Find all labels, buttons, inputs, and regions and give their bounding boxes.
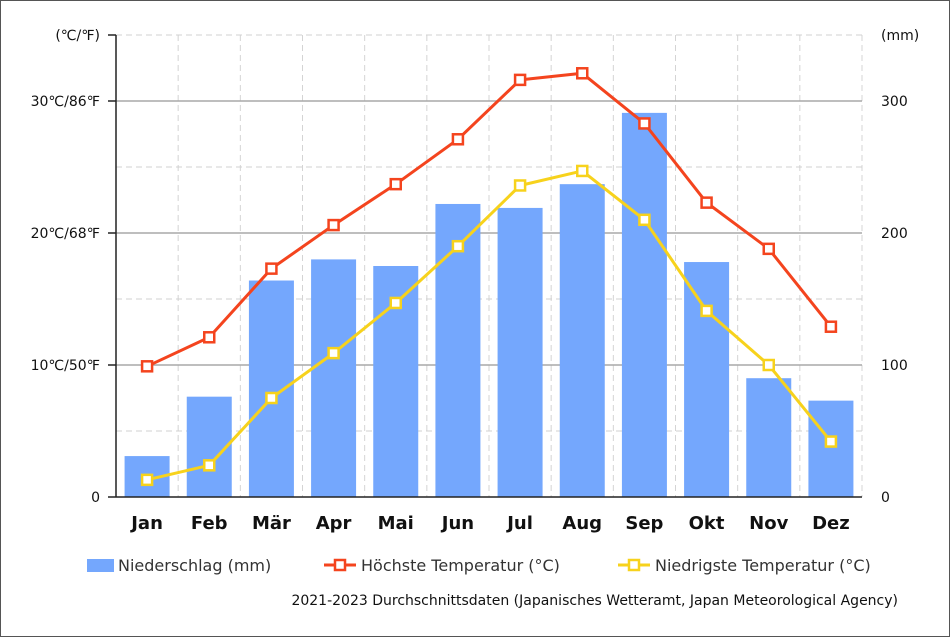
right-axis-unit-label: (mm)	[881, 28, 919, 44]
right-axis-tick-label: 300	[881, 94, 908, 110]
legend-marker-max-temp	[333, 558, 347, 572]
month-label-7: Jul	[505, 513, 533, 534]
precipitation-bar-11	[746, 378, 792, 497]
month-label-5: Mai	[378, 513, 414, 534]
min-temp-point-4	[327, 346, 340, 360]
right-axis-tick-label: 200	[881, 226, 908, 242]
left-axis-tick-label: 30℃/86℉	[31, 94, 100, 110]
month-label-2: Feb	[191, 513, 228, 534]
max-temp-point-5	[389, 177, 402, 191]
precipitation-bar-12	[808, 400, 854, 497]
legend-label-max-temp: Höchste Temperatur (°C)	[361, 556, 560, 575]
precipitation-bar-6	[435, 203, 481, 497]
left-axis-unit-label: (℃/℉)	[55, 28, 100, 44]
min-temp-line	[146, 169, 833, 482]
precipitation-bar-7	[497, 207, 543, 498]
right-axis-tick-label: 0	[881, 490, 890, 506]
legend-label-precipitation: Niederschlag (mm)	[118, 556, 271, 575]
min-temp-point-11	[762, 358, 775, 372]
max-temp-point-4	[327, 218, 340, 232]
legend-swatch-precipitation	[87, 559, 114, 572]
precipitation-bar-3	[248, 280, 294, 497]
max-temp-point-11	[762, 242, 775, 256]
month-label-4: Apr	[316, 513, 352, 534]
left-axis-tick-label: 10℃/50℉	[31, 358, 100, 374]
min-temp-point-8	[576, 164, 589, 178]
month-label-12: Dez	[812, 513, 850, 534]
min-temp-point-9	[638, 213, 651, 227]
max-temp-point-6	[451, 133, 465, 146]
min-temp-point-3	[265, 391, 278, 405]
precipitation-bar-4	[311, 259, 357, 497]
precipitation-bar-9	[621, 112, 667, 497]
month-label-11: Nov	[749, 513, 788, 534]
min-temp-point-5	[389, 296, 402, 310]
left-axis-tick-label: 0	[91, 490, 100, 506]
month-label-1: Jan	[129, 513, 163, 534]
min-temp-point-10	[700, 304, 713, 318]
right-axis-tick-label: 100	[881, 358, 908, 374]
month-label-9: Sep	[625, 513, 663, 534]
month-label-10: Okt	[689, 513, 725, 534]
max-temp-point-1	[140, 360, 154, 373]
max-temp-point-8	[576, 67, 589, 80]
month-label-6: Jun	[440, 513, 474, 534]
precipitation-bar-2	[186, 396, 232, 497]
max-temp-point-2	[203, 331, 216, 344]
max-temp-point-9	[638, 117, 651, 130]
max-temp-line	[146, 71, 833, 368]
precipitation-bar-8	[559, 184, 605, 497]
max-temp-point-12	[824, 320, 838, 333]
min-temp-point-1	[140, 473, 154, 487]
month-label-3: Mär	[252, 513, 291, 534]
precipitation-bar-10	[684, 262, 730, 497]
min-temp-point-12	[824, 435, 838, 448]
max-temp-point-7	[513, 73, 527, 87]
max-temp-point-3	[265, 262, 278, 275]
source-note: 2021-2023 Durchschnittsdaten (Japanische…	[291, 593, 898, 609]
min-temp-point-2	[203, 459, 216, 472]
min-temp-point-6	[451, 239, 465, 253]
legend-marker-min-temp	[627, 558, 641, 572]
max-temp-point-10	[700, 196, 713, 209]
min-temp-point-7	[513, 179, 527, 192]
left-axis-tick-label: 20℃/68℉	[31, 226, 100, 242]
month-label-8: Aug	[562, 513, 602, 534]
legend-label-min-temp: Niedrigste Temperatur (°C)	[655, 556, 871, 575]
